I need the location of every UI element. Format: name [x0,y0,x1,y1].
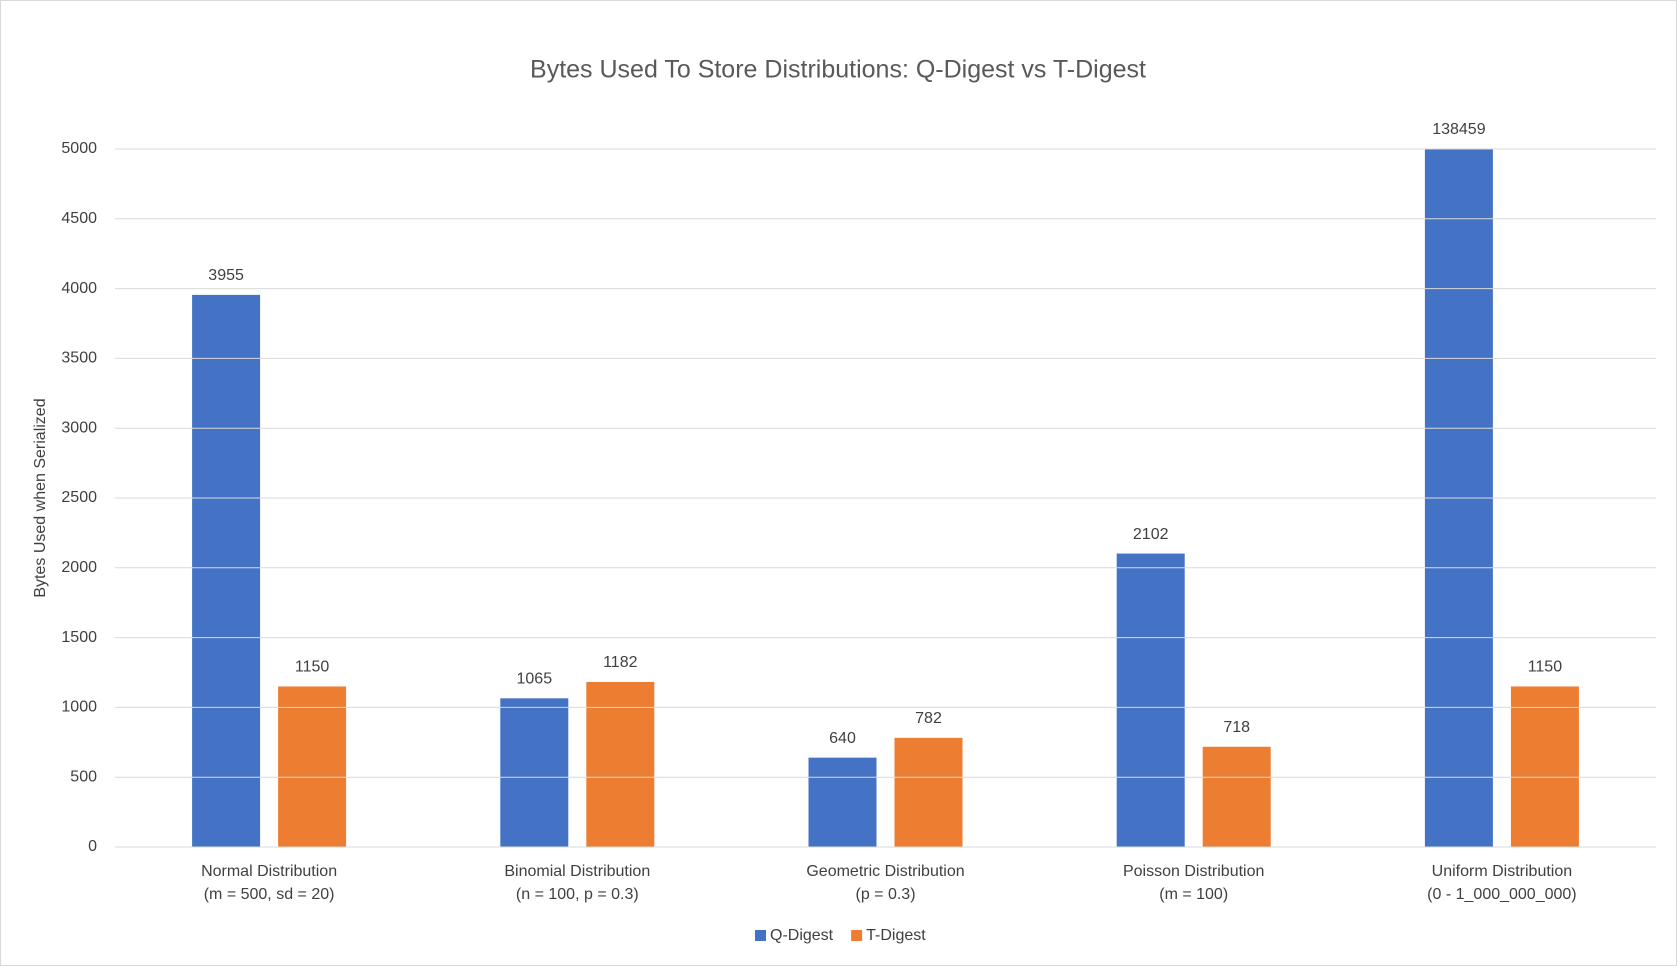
bar [1510,686,1579,847]
legend-swatch [755,930,766,941]
legend-swatch [851,930,863,941]
x-tick-label: Normal Distribution [201,863,337,880]
x-tick-label: Uniform Distribution [1432,863,1572,880]
bar [278,686,347,847]
y-tick-label: 1500 [61,629,97,646]
value-label: 782 [915,710,942,727]
bar [586,681,655,847]
y-tick-label: 2000 [61,559,97,576]
x-tick-label: (p = 0.3) [855,886,915,903]
value-label: 138459 [1432,121,1485,138]
bar [192,294,261,847]
x-tick-label: Geometric Distribution [806,863,964,880]
bar [1202,746,1271,847]
y-axis-label: Bytes Used when Serialized [32,398,49,597]
chart-title: Bytes Used To Store Distributions: Q-Dig… [530,56,1146,84]
y-tick-label: 1000 [61,699,97,716]
value-label: 640 [829,730,856,747]
value-label: 2102 [1133,526,1169,543]
bar [808,757,877,847]
bar [1116,553,1185,847]
value-label: 1150 [1528,659,1563,676]
y-tick-label: 3500 [61,350,97,367]
x-tick-label: (m = 100) [1159,886,1228,903]
y-tick-label: 2500 [61,489,97,506]
x-tick-label: (n = 100, p = 0.3) [516,886,639,903]
x-tick-label: (0 - 1_000_000_000) [1427,886,1576,903]
y-tick-label: 0 [88,838,97,855]
x-tick-label: Poisson Distribution [1123,863,1264,880]
x-tick-label: (m = 500, sd = 20) [204,886,335,903]
bar [500,698,569,847]
y-tick-label: 4500 [61,210,97,227]
y-tick-label: 3000 [61,419,97,436]
legend-label: T-Digest [866,927,926,944]
y-tick-label: 500 [70,768,97,785]
y-tick-label: 4000 [61,280,97,297]
value-label: 1150 [295,659,330,676]
bar [894,737,963,847]
x-tick-label: Binomial Distribution [504,863,650,880]
value-label: 1065 [517,671,553,688]
value-label: 3955 [208,267,244,284]
value-label: 1182 [603,654,638,671]
legend-label: Q-Digest [770,927,834,944]
value-label: 718 [1223,719,1250,736]
y-tick-label: 5000 [61,140,97,157]
